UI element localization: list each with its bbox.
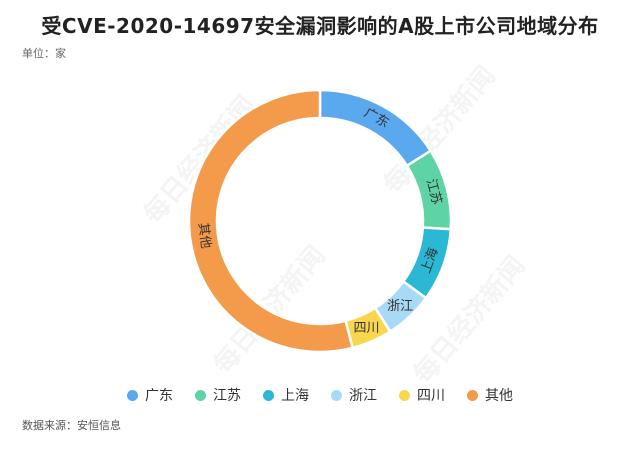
legend-swatch: [399, 389, 410, 401]
legend-label: 上海: [281, 388, 309, 404]
legend-swatch: [331, 389, 342, 401]
legend-item-四川[interactable]: 四川: [399, 385, 445, 405]
legend-item-江苏[interactable]: 江苏: [195, 385, 241, 405]
legend-swatch: [127, 389, 138, 401]
legend-item-广东[interactable]: 广东: [127, 385, 173, 405]
slice-label-浙江: 浙江: [387, 299, 413, 314]
legend-item-上海[interactable]: 上海: [263, 385, 309, 405]
data-source: 数据来源：安恒信息: [22, 419, 121, 432]
legend-swatch: [263, 389, 274, 401]
legend-label: 江苏: [213, 388, 241, 404]
unit-label: 单位：家: [22, 47, 66, 60]
page-title: 受CVE-2020-14697安全漏洞影响的A股上市公司地域分布: [41, 14, 599, 38]
slice-label-其他: 其他: [195, 222, 213, 250]
slice-label-江苏: 江苏: [423, 177, 445, 206]
legend-label: 四川: [417, 388, 445, 404]
slice-label-四川: 四川: [353, 321, 379, 336]
slice-广东[interactable]: [318, 88, 433, 168]
legend-item-其他[interactable]: 其他: [467, 385, 513, 405]
legend-label: 广东: [145, 388, 173, 404]
legend-item-浙江[interactable]: 浙江: [331, 385, 377, 405]
legend-label: 其他: [485, 388, 513, 404]
legend-swatch: [467, 389, 478, 401]
legend: 广东 江苏 上海 浙江 四川 其他: [0, 385, 640, 405]
legend-swatch: [195, 389, 206, 401]
slice-其他[interactable]: [187, 88, 355, 354]
legend-label: 浙江: [349, 388, 377, 404]
